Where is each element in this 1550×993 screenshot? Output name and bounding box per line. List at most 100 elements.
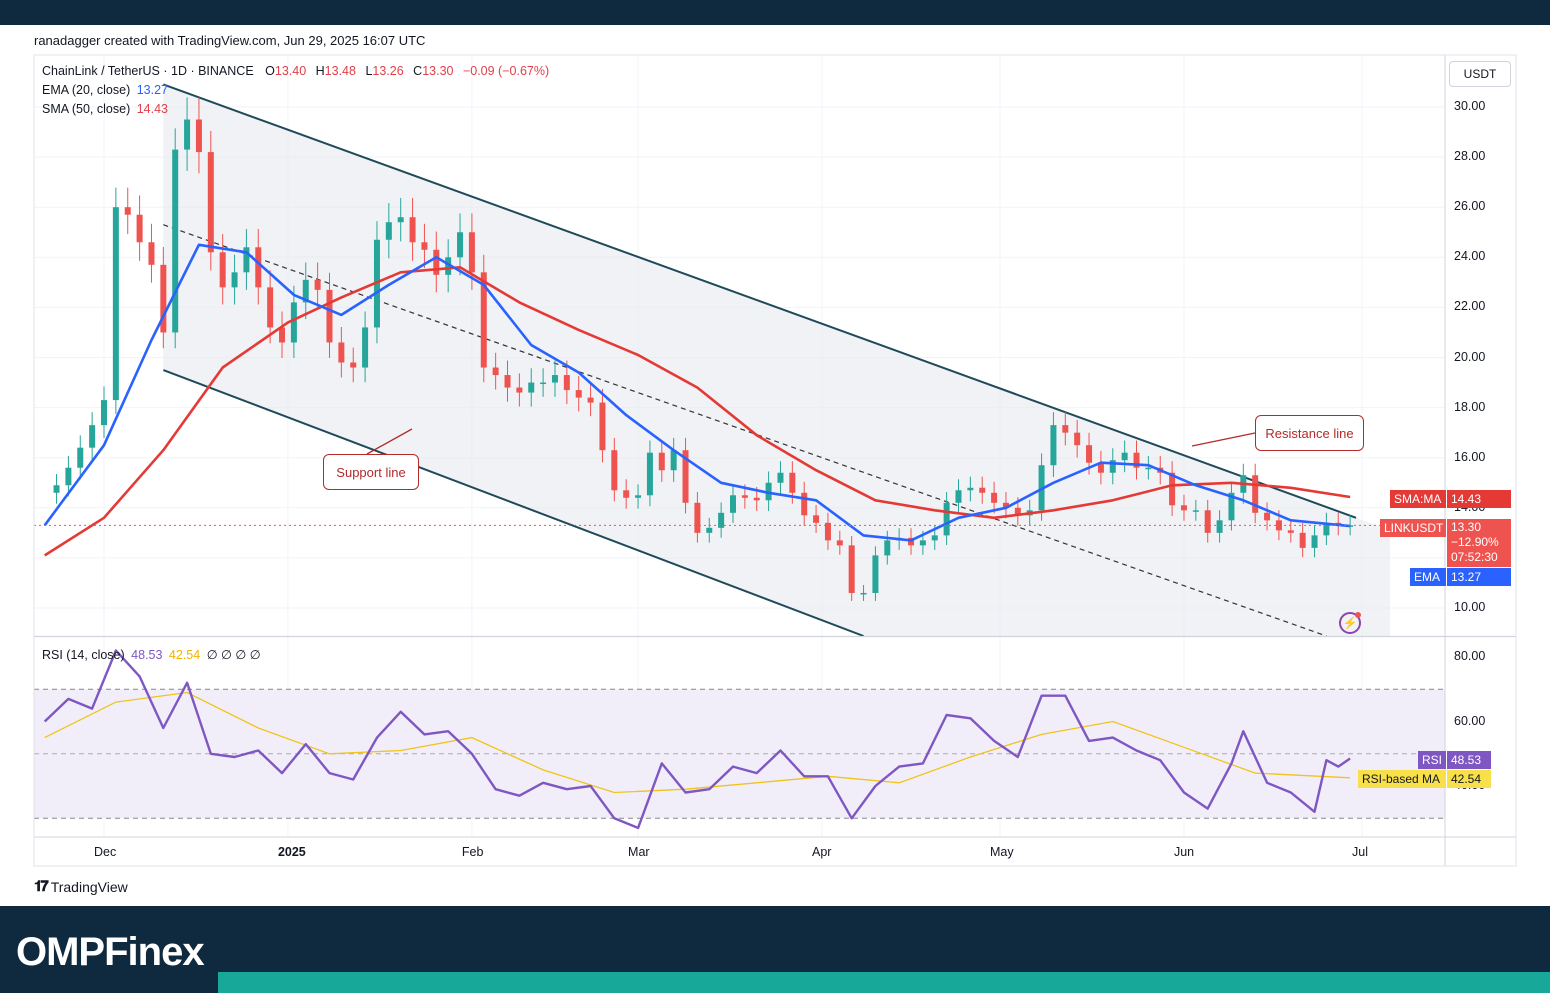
candle-body xyxy=(290,302,297,343)
candle-body xyxy=(1299,532,1306,548)
channel-midline xyxy=(163,224,1327,637)
candle-body xyxy=(540,382,547,385)
support-line-callout[interactable]: Support line xyxy=(323,454,419,490)
price-tick-label: 22.00 xyxy=(1454,299,1486,314)
rsi-value: 48.53 xyxy=(131,648,163,662)
candle-body xyxy=(611,450,618,491)
candle-body xyxy=(1074,432,1081,446)
price-tick-label: 26.00 xyxy=(1454,199,1486,214)
candle-body xyxy=(350,362,357,368)
price-tick-label: 28.00 xyxy=(1454,149,1486,164)
price-tag-change: −12.90% xyxy=(1451,535,1499,549)
candle-body xyxy=(385,222,392,240)
rsi-empty-values: ∅ ∅ ∅ ∅ xyxy=(206,648,261,662)
candle-body xyxy=(480,272,487,368)
candle-body xyxy=(101,400,107,426)
candle-body xyxy=(658,452,665,471)
candle-body xyxy=(231,272,238,288)
candle-body xyxy=(706,527,713,533)
candle-body xyxy=(516,387,523,393)
candle-body xyxy=(646,452,653,496)
candle-body xyxy=(89,425,96,448)
candle-body xyxy=(136,214,143,243)
candle-body xyxy=(777,472,784,483)
candle-body xyxy=(1180,505,1187,511)
candle-body xyxy=(551,375,558,383)
candle-body xyxy=(682,450,689,503)
candle-body xyxy=(919,540,926,546)
candle-body xyxy=(836,540,843,546)
price-tick-label: 20.00 xyxy=(1454,349,1486,364)
price-tick-label: 10.00 xyxy=(1454,600,1486,614)
candle-body xyxy=(824,522,831,541)
support-line xyxy=(162,369,864,637)
candle-body xyxy=(1216,520,1223,533)
ema-value: 13.27 xyxy=(136,83,168,97)
candle-body xyxy=(1121,452,1128,461)
candle-body xyxy=(741,495,748,498)
candle-body xyxy=(813,515,820,523)
candle-body xyxy=(457,232,464,258)
price-tag-countdown: 07:52:30 xyxy=(1451,550,1498,564)
currency-button[interactable]: USDT xyxy=(1449,61,1511,87)
rsi-tick-label: 60.00 xyxy=(1454,713,1486,728)
rsi-legend[interactable]: RSI (14, close) 48.53 42.54 ∅ ∅ ∅ ∅ xyxy=(42,647,261,662)
price-tag-box: 13.30 −12.90% 07:52:30 xyxy=(1447,519,1511,567)
candle-body xyxy=(979,487,986,493)
candle-body xyxy=(1014,507,1021,516)
change-value: −0.09 (−0.67%) xyxy=(462,64,550,78)
brand-logo[interactable]: OMPFinex xyxy=(16,930,205,974)
ema-legend[interactable]: EMA (20, close) 13.27 xyxy=(42,83,168,97)
resistance-line-callout[interactable]: Resistance line xyxy=(1255,415,1364,451)
candle-body xyxy=(338,342,345,363)
top-banner xyxy=(0,0,1550,25)
sma-legend[interactable]: SMA (50, close) 14.43 xyxy=(42,102,168,116)
candle-body xyxy=(504,375,511,388)
candle-body xyxy=(219,252,226,288)
candle-body xyxy=(65,467,72,486)
alert-dot-icon xyxy=(1355,612,1361,618)
candle-body xyxy=(314,279,321,290)
tradingview-logo[interactable]: 𝟏𝟕 TradingView xyxy=(34,878,128,895)
candle-body xyxy=(1169,472,1176,506)
candle-body xyxy=(623,490,630,498)
open-value: 13.40 xyxy=(274,64,307,78)
tradingview-wordmark: TradingView xyxy=(50,878,128,895)
candle-body xyxy=(195,119,202,153)
sma50-line xyxy=(44,266,1351,557)
lightning-alert-icon[interactable]: ⚡ xyxy=(1339,612,1361,634)
close-label: C xyxy=(413,64,423,78)
time-tick-label: Dec xyxy=(94,845,117,859)
candle-body xyxy=(1133,452,1140,468)
candle-body xyxy=(1204,510,1211,533)
candle-body xyxy=(884,540,891,556)
candle-body xyxy=(160,264,167,333)
candle-body xyxy=(1275,520,1282,531)
ohlc-legend: ChainLink / TetherUS · 1D · BINANCE O13.… xyxy=(42,64,549,78)
chart-outline xyxy=(33,54,1517,867)
symbol-name[interactable]: ChainLink / TetherUS · 1D · BINANCE xyxy=(42,64,254,78)
candle-body xyxy=(694,502,701,533)
candle-body xyxy=(207,152,214,253)
candle-body xyxy=(267,287,274,328)
rsi-tag-value: 48.53 xyxy=(1447,751,1491,769)
candle-body xyxy=(1145,467,1152,470)
candle-body xyxy=(599,402,606,451)
candle-body xyxy=(302,279,309,303)
time-tick-label: Mar xyxy=(628,845,650,859)
candle-body xyxy=(967,487,974,491)
candle-body xyxy=(1109,460,1116,473)
candle-body xyxy=(243,247,250,273)
candle-body xyxy=(77,447,84,468)
chart-frame xyxy=(33,54,1517,867)
low-label: L xyxy=(365,64,373,78)
candle-body xyxy=(860,592,867,595)
price-chart[interactable] xyxy=(0,0,1550,905)
candle-body xyxy=(528,382,535,393)
candle-body xyxy=(730,495,736,513)
candle-body xyxy=(1050,425,1057,466)
candle-body xyxy=(184,119,191,150)
open-label: O xyxy=(265,64,275,78)
descending-channel xyxy=(162,83,1391,637)
candle-body xyxy=(1062,425,1069,433)
